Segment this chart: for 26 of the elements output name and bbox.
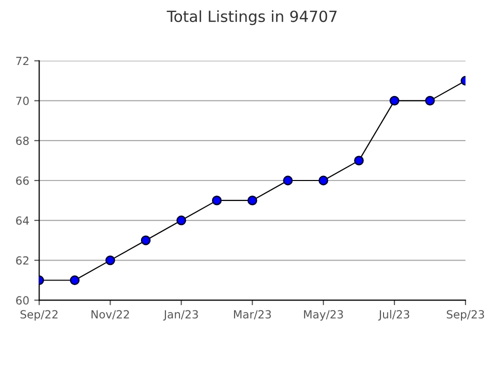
point [140,235,151,246]
point [354,156,364,166]
y-tick-label: 64 [16,216,29,225]
y-tick-label: 68 [16,136,29,145]
point [318,176,328,186]
x-tick-label: Jan/23 [163,310,198,321]
x-tick-label: Nov/22 [92,310,129,320]
y-tick-label: 60 [16,296,29,305]
y-tick-label: 70 [16,96,29,106]
point [105,255,116,266]
point [390,96,400,106]
x-tick-label: May/23 [304,310,343,321]
point [70,275,80,286]
y-tick-label: 72 [16,56,28,66]
point [283,176,293,186]
point [247,196,258,206]
x-tick-label: Mar/23 [234,310,271,320]
y-tick-label: 66 [16,176,29,185]
point [212,196,222,206]
y-tick-label: 62 [16,256,28,265]
point [176,216,186,226]
chart-title: Total Listings in 94707 [166,10,337,26]
x-tick-label: Sep/23 [446,310,484,321]
point [425,96,435,106]
x-tick-label: Sep/22 [20,310,58,321]
x-tick-label: Jul/23 [378,310,410,321]
